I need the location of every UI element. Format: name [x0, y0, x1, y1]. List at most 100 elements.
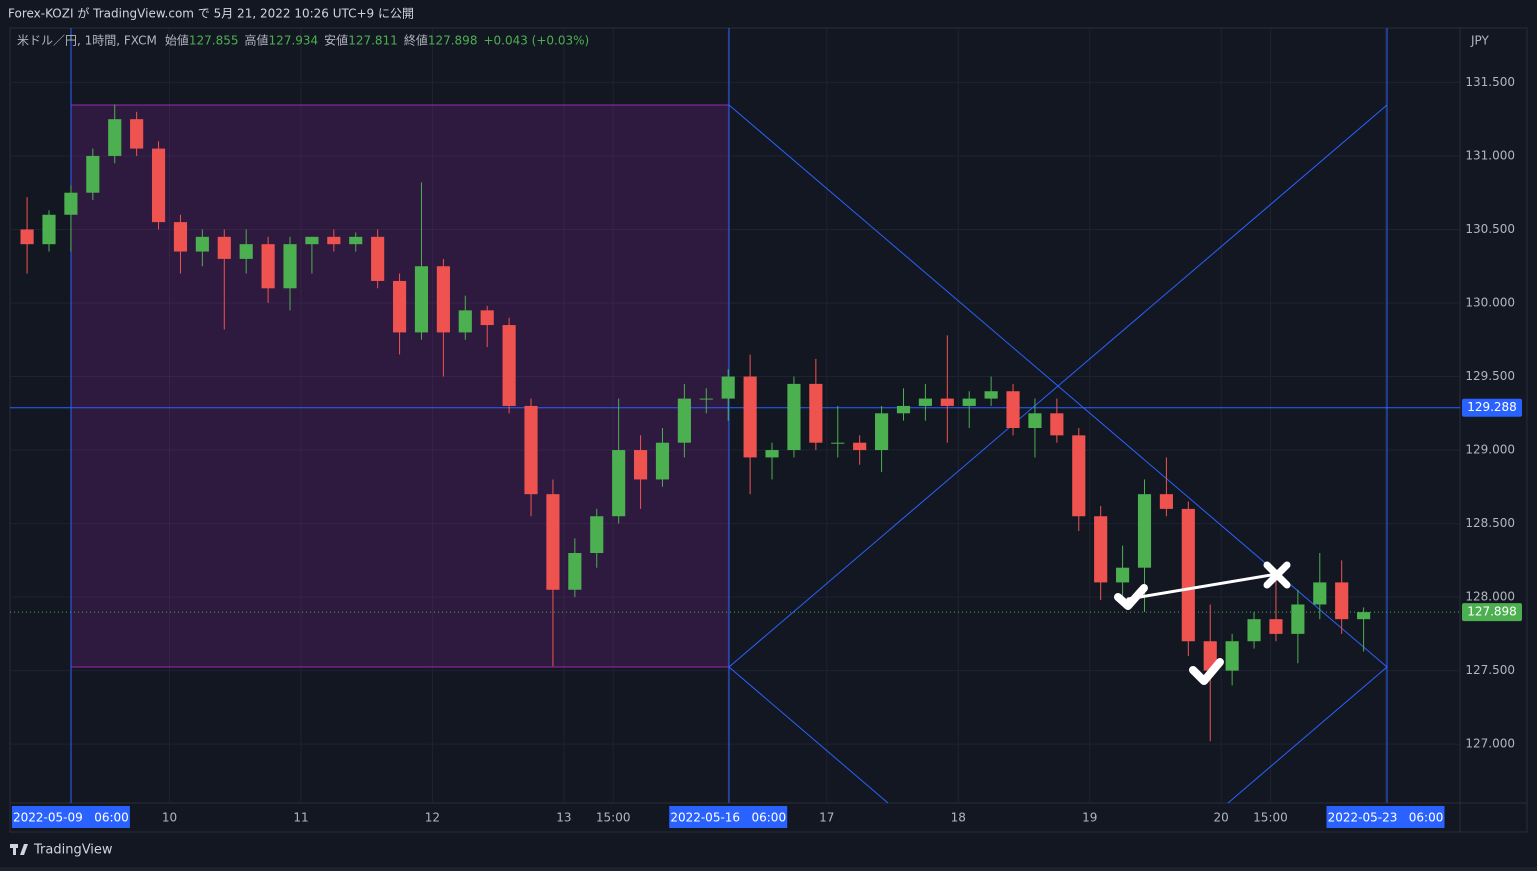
candle: [1181, 501, 1195, 656]
logo-part: [13, 844, 16, 855]
candle: [1313, 553, 1327, 620]
candle-body: [677, 398, 691, 443]
candle: [502, 317, 516, 414]
candle-body: [721, 376, 735, 399]
candle-body: [853, 442, 867, 451]
candle-body: [480, 310, 494, 326]
candle: [261, 236, 275, 303]
candle-body: [1357, 612, 1371, 620]
candle: [42, 210, 56, 252]
candle: [524, 398, 538, 517]
candle: [612, 398, 626, 524]
candle: [787, 376, 801, 458]
candle-body: [1291, 604, 1305, 634]
x-tick-label: 2022-05-16 06:00: [670, 811, 786, 825]
x-tick-box: [1326, 806, 1445, 828]
candle: [349, 232, 363, 252]
candle: [1116, 545, 1130, 605]
candle: [875, 405, 889, 473]
candle-body: [173, 222, 188, 252]
chart-frame: [9, 27, 1528, 833]
candle-body: [20, 229, 34, 245]
candle: [1269, 570, 1283, 642]
y-tick-label: 130.000: [1465, 296, 1515, 310]
candle: [809, 358, 823, 451]
candle-body: [436, 266, 450, 333]
candle-body: [305, 236, 319, 245]
annotations: [1114, 561, 1291, 685]
candle: [480, 305, 494, 348]
legend-value: 127.934: [269, 34, 319, 48]
candle: [896, 388, 911, 421]
header-title: Forex-KOZI が TradingView.com で 5月 21, 20…: [8, 6, 414, 21]
candle: [436, 258, 450, 377]
plot: [10, 104, 1460, 742]
candle: [655, 428, 670, 487]
candle-body: [655, 442, 670, 480]
candle-body: [546, 494, 560, 590]
check-mark: [1189, 658, 1224, 685]
y-tick-label: 131.500: [1465, 75, 1515, 89]
candle-body: [984, 391, 998, 399]
connector-line: [1126, 572, 1279, 601]
x-tick-label: 12: [425, 811, 440, 825]
candle: [1291, 589, 1305, 664]
candle-body: [743, 376, 757, 458]
x-tick-highlight: 2022-05-16 06:00: [669, 806, 788, 828]
diagonal-line: [728, 104, 1388, 668]
candle: [20, 197, 34, 274]
candle-body: [414, 266, 429, 333]
candle-body: [1137, 494, 1152, 568]
candle-body: [524, 405, 538, 495]
candle-body: [962, 398, 976, 406]
candle: [1050, 398, 1064, 443]
candle-body: [896, 405, 911, 414]
candle-body: [699, 398, 713, 400]
candle: [831, 405, 845, 458]
candle: [1028, 398, 1042, 458]
candle-body: [809, 383, 823, 443]
candle: [239, 229, 253, 274]
legend: 始値 127.855 高値 127.934 安値 127.811 終値 127.898 +0.0…: [165, 33, 589, 48]
candle-body: [633, 450, 648, 480]
x-tick-highlight: 2022-05-23 06:00: [1326, 806, 1445, 828]
candle-body: [940, 398, 954, 406]
candle-body: [787, 383, 801, 451]
candle: [283, 236, 297, 311]
legend-value: 127.811: [348, 34, 398, 48]
candle: [1072, 428, 1086, 531]
candle-body: [458, 310, 472, 333]
candle: [130, 111, 144, 156]
candle: [195, 229, 209, 267]
y-tick-label: 131.000: [1465, 148, 1515, 162]
candle: [1159, 457, 1173, 517]
y-tick-label: 130.500: [1465, 222, 1515, 236]
candle: [1094, 505, 1108, 601]
range-box: [70, 104, 730, 668]
legend-value: 127.855: [189, 34, 239, 48]
candle: [546, 479, 560, 667]
candle: [305, 236, 319, 274]
candle: [1225, 633, 1239, 686]
grid: [10, 28, 1460, 803]
candle-body: [1269, 619, 1283, 634]
candle-body: [612, 450, 626, 517]
candle-body: [1006, 391, 1020, 428]
y-tick-label: 128.500: [1465, 516, 1515, 530]
diagonal-line: [1227, 666, 1388, 804]
candle-body: [502, 325, 516, 406]
candle-body: [1028, 413, 1042, 428]
candle-body: [1072, 435, 1086, 517]
candle: [173, 214, 188, 274]
candle: [940, 335, 954, 443]
candle: [414, 182, 429, 340]
candle-body: [217, 236, 231, 259]
candle-body: [918, 398, 932, 406]
candle: [392, 273, 407, 355]
candle-body: [1203, 641, 1217, 671]
candle-body: [349, 236, 363, 245]
y-tick-label: 127.500: [1465, 663, 1515, 677]
candle-body: [130, 119, 144, 149]
candle-body: [1094, 516, 1108, 583]
